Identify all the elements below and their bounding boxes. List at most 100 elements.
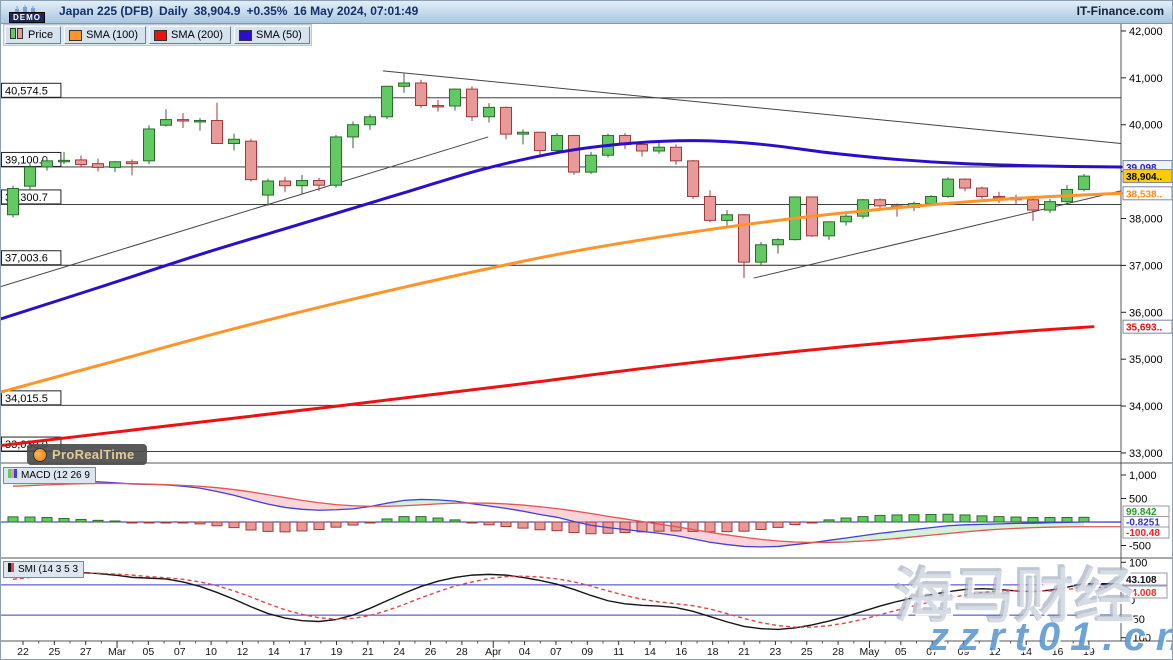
demo-badge: DEMO	[9, 12, 45, 23]
x-axis-label: May	[860, 646, 881, 658]
x-axis-label: 22	[17, 646, 29, 658]
x-axis-label: Apr	[485, 646, 502, 658]
x-axis-label: 04	[519, 646, 531, 658]
candle-body	[517, 131, 529, 135]
trend-line[interactable]	[753, 190, 1122, 279]
y-axis-tick-label: 42,000	[1129, 26, 1163, 38]
candle-body	[942, 178, 954, 197]
candle-body	[959, 178, 971, 189]
sma200-line	[1, 325, 1095, 447]
macd-histogram-bar	[143, 521, 155, 524]
macd-histogram-bar	[687, 521, 699, 532]
macd-histogram-bar	[415, 516, 427, 523]
candle-body	[7, 188, 19, 216]
instrument-name: Japan 225 (DFB)	[59, 4, 154, 18]
candle-body	[330, 136, 342, 186]
candle-body	[1078, 175, 1090, 190]
macd-histogram-bar	[840, 517, 852, 523]
smi-axis-tick-label: -50	[1129, 614, 1145, 626]
smi-tag-box	[1122, 585, 1168, 599]
x-axis-label: 14	[268, 646, 280, 658]
candle-body	[245, 140, 257, 181]
macd-tag: -0.8251	[1126, 518, 1160, 529]
y-axis-tick-label: 40,000	[1129, 120, 1163, 132]
smi-tag: 34.008	[1126, 588, 1157, 599]
macd-icon	[8, 469, 17, 481]
candle-body	[840, 215, 852, 223]
legend-bar: Price SMA (100) SMA (200) SMA (50)	[3, 24, 312, 46]
candle-body	[449, 88, 461, 107]
candle-body	[279, 180, 291, 187]
legend-sma100-toggle[interactable]: SMA (100)	[64, 26, 147, 44]
macd-histogram-bar	[959, 514, 971, 523]
candle-body	[636, 143, 648, 152]
legend-sma200-toggle[interactable]: SMA (200)	[149, 26, 231, 44]
macd-tag: 99.842	[1126, 507, 1157, 518]
price-tag: 39,098..	[1126, 163, 1162, 174]
macd-histogram-bar	[1078, 516, 1090, 523]
y-axis-tick-label: 38,000	[1129, 214, 1163, 226]
macd-histogram-bar	[721, 521, 733, 533]
candle-body	[466, 88, 478, 118]
macd-histogram-bar	[228, 521, 240, 529]
macd-histogram-bar	[1010, 516, 1022, 523]
candle-body	[75, 159, 87, 166]
smi-indicator-label[interactable]: SMI (14 3 5 3	[3, 561, 85, 578]
macd-histogram-bar	[92, 519, 104, 523]
price-change: +0.35%	[246, 4, 288, 18]
x-axis-label: 07	[926, 646, 938, 658]
macd-histogram-bar	[364, 521, 376, 524]
candle-body	[721, 214, 733, 221]
trend-line[interactable]	[1, 136, 489, 287]
sma200-swatch-icon	[154, 29, 168, 41]
x-axis-label: 09	[581, 646, 593, 658]
smi-tag: 43.108	[1126, 575, 1157, 586]
candle-body	[211, 120, 223, 144]
candle-body	[925, 195, 937, 205]
prorealtime-logo-icon	[33, 447, 47, 462]
macd-histogram-bar	[500, 521, 512, 527]
x-axis-label: 10	[205, 646, 217, 658]
price-tag-box	[1122, 319, 1172, 334]
prorealtime-watermark[interactable]: ProRealTime	[27, 444, 147, 465]
macd-indicator-label[interactable]: MACD (12 26 9	[3, 467, 96, 484]
provider-link[interactable]: IT-Finance.com	[1076, 4, 1164, 18]
candle-body	[296, 180, 308, 187]
macd-histogram-bar	[313, 521, 325, 531]
price-tag: 38,904..	[1126, 172, 1162, 183]
x-axis-label: 28	[456, 646, 468, 658]
macd-histogram-bar	[279, 521, 291, 533]
macd-tag: -100.48	[1126, 528, 1160, 539]
candle-body	[483, 106, 495, 118]
legend-label: SMA (100)	[86, 29, 139, 41]
legend-label: SMA (200)	[171, 29, 223, 41]
macd-axis-tick-label: -500	[1129, 541, 1151, 553]
x-axis-label: 16	[1052, 646, 1064, 658]
y-axis-tick-label: 41,000	[1129, 73, 1163, 85]
candle-body	[143, 128, 155, 162]
chart-title: Japan 225 (DFB) Daily 38,904.9 +0.35% 16 May…	[59, 4, 424, 18]
candle-body	[109, 161, 121, 168]
trend-line[interactable]	[382, 70, 1122, 144]
macd-histogram-bar	[381, 518, 393, 523]
title-bar: DEMO Japan 225 (DFB) Daily 38,904.9 +0.35% 1…	[1, 1, 1172, 24]
macd-histogram-bar	[211, 521, 223, 527]
legend-label: SMA (50)	[256, 29, 302, 41]
x-axis-label: 12	[237, 646, 249, 658]
macd-histogram-bar	[874, 514, 886, 523]
candle-body	[857, 199, 869, 217]
legend-price-toggle[interactable]: Price	[5, 26, 62, 44]
quote-datetime: 16 May 2024, 07:01:49	[293, 4, 419, 18]
x-axis-label: 16	[676, 646, 688, 658]
macd-axis-tick-label: 1,000	[1129, 470, 1157, 482]
x-axis-label: 12	[989, 646, 1001, 658]
x-axis-label: 14	[1020, 646, 1032, 658]
candle-body	[415, 82, 427, 107]
macd-histogram-bar	[891, 514, 903, 523]
y-axis-tick-label: 33,000	[1129, 448, 1163, 460]
macd-histogram-bar	[619, 521, 631, 534]
legend-sma50-toggle[interactable]: SMA (50)	[234, 26, 310, 44]
macd-signal-line	[12, 482, 1121, 544]
macd-histogram-bar	[517, 521, 529, 529]
